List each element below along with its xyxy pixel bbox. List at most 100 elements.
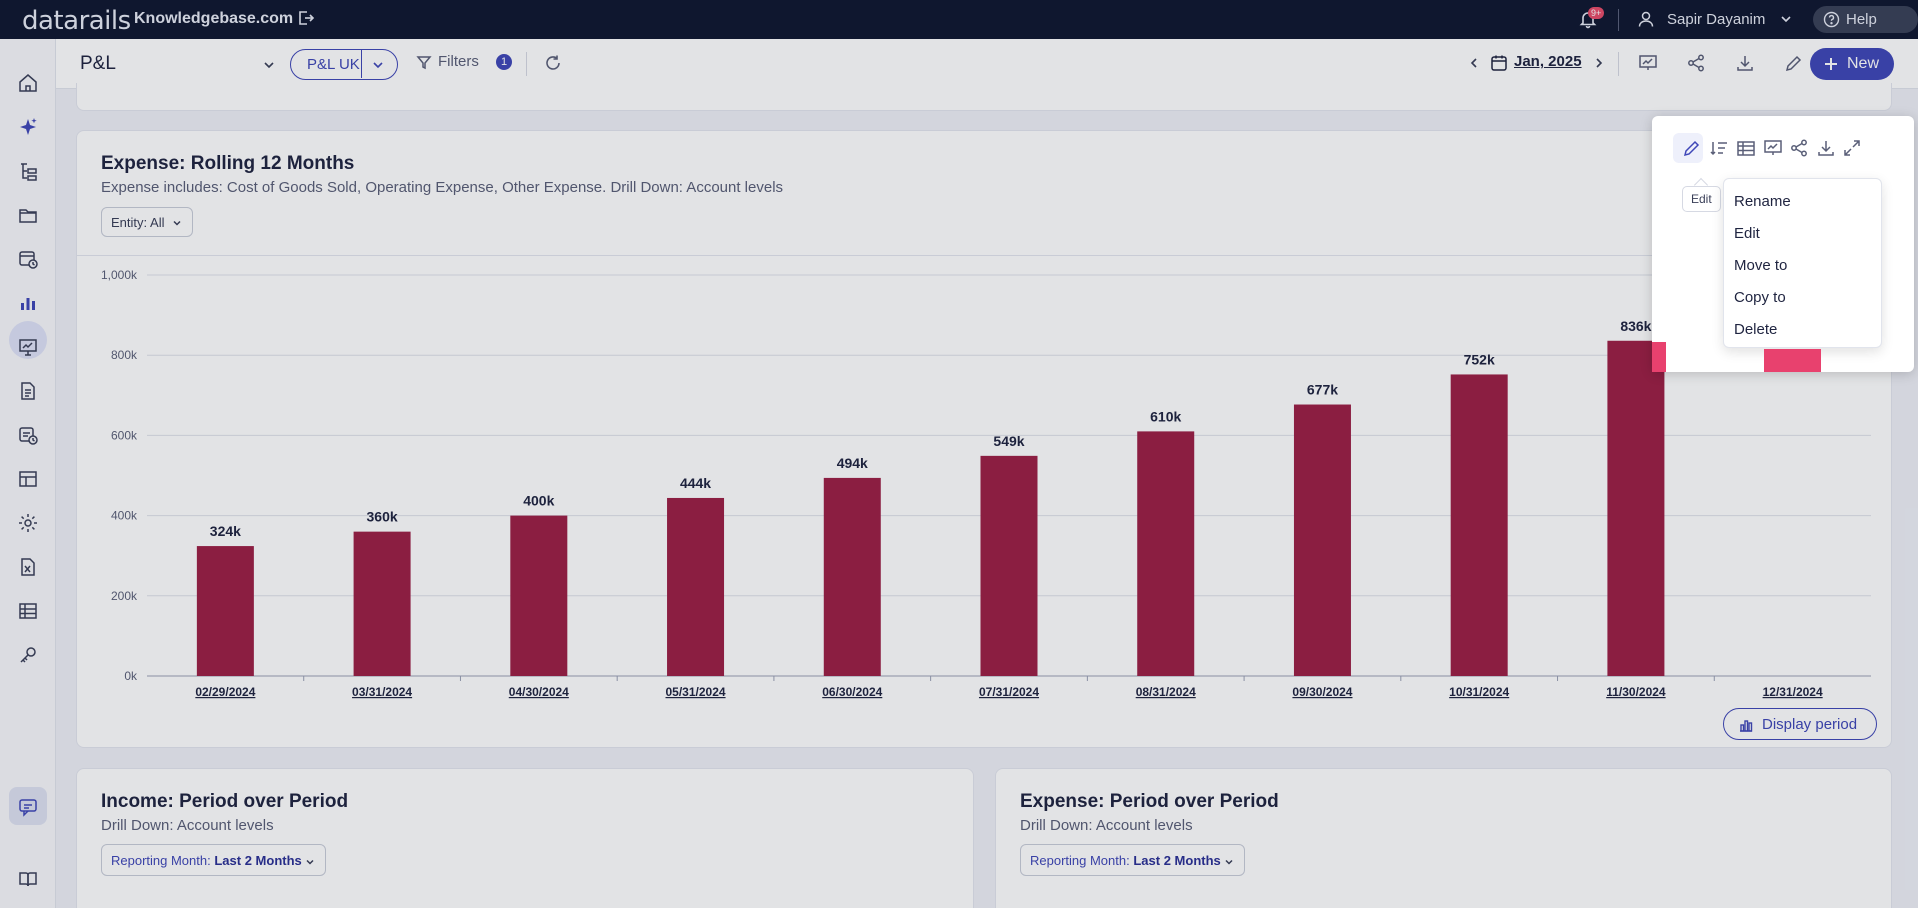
user-icon[interactable] xyxy=(1637,10,1655,28)
excel-file-icon[interactable] xyxy=(17,556,39,578)
sparkle-icon[interactable] xyxy=(17,116,39,138)
pencil-icon[interactable] xyxy=(1784,53,1804,73)
chart-bar[interactable] xyxy=(1137,431,1195,676)
x-tick-label[interactable]: 06/30/2024 xyxy=(822,685,882,699)
datarails-logo[interactable]: datarails xyxy=(22,6,131,36)
expense-period-widget[interactable]: Expense: Period over Period Drill Down: … xyxy=(995,768,1892,908)
chart-bar[interactable] xyxy=(667,497,725,676)
chart-bar[interactable] xyxy=(1607,340,1665,676)
menu-item-rename[interactable]: Rename xyxy=(1734,193,1791,210)
chart-bar[interactable] xyxy=(353,531,411,676)
x-tick-label[interactable]: 10/31/2024 xyxy=(1449,685,1509,699)
x-tick-label[interactable]: 08/31/2024 xyxy=(1136,685,1196,699)
chart-bar[interactable] xyxy=(196,546,254,676)
filters-label: Filters xyxy=(438,53,479,70)
page-title[interactable]: P&L xyxy=(80,53,116,74)
chart-bar[interactable] xyxy=(1293,404,1351,676)
folder-icon[interactable] xyxy=(17,204,39,226)
switch-company-icon[interactable] xyxy=(297,9,315,27)
x-tick-label[interactable]: 05/31/2024 xyxy=(666,685,726,699)
document-icon[interactable] xyxy=(17,380,39,402)
widget-subtitle: Drill Down: Account levels xyxy=(101,817,274,834)
notifications-badge: 9+ xyxy=(1588,7,1605,19)
display-period-button[interactable]: Display period xyxy=(1723,708,1877,740)
pill-divider xyxy=(361,50,362,78)
key-icon[interactable] xyxy=(17,644,39,666)
y-tick-label: 800k xyxy=(111,348,138,362)
x-tick-label[interactable]: 03/31/2024 xyxy=(352,685,412,699)
data-label: 610k xyxy=(1150,408,1181,424)
data-label: 549k xyxy=(993,433,1024,449)
bar-chart-icon[interactable] xyxy=(17,292,39,314)
x-tick-label[interactable]: 02/29/2024 xyxy=(195,685,255,699)
share-icon[interactable] xyxy=(1789,138,1809,158)
user-name[interactable]: Sapir Dayanim xyxy=(1667,11,1766,28)
reporting-month-dropdown[interactable]: Reporting Month: Last 2 Months xyxy=(101,844,326,876)
hierarchy-icon[interactable] xyxy=(17,160,39,182)
reporting-month-value: Last 2 Months xyxy=(214,853,302,868)
table-icon[interactable] xyxy=(1736,138,1756,158)
new-button[interactable]: New xyxy=(1810,48,1894,80)
calendar-clock-icon[interactable] xyxy=(17,248,39,270)
expand-icon[interactable] xyxy=(1842,138,1862,158)
gear-icon[interactable] xyxy=(17,512,39,534)
calendar-icon[interactable] xyxy=(1490,54,1508,72)
download-icon[interactable] xyxy=(1816,138,1836,158)
home-icon[interactable] xyxy=(17,72,39,94)
chart-bar[interactable] xyxy=(1450,374,1508,676)
download-icon[interactable] xyxy=(1735,53,1755,73)
chevron-left-icon[interactable] xyxy=(1468,57,1480,69)
widget-title: Expense: Period over Period xyxy=(1020,791,1279,812)
entity-filter-label: Entity: All xyxy=(111,215,165,230)
sidebar-chat-highlight xyxy=(9,787,47,825)
x-tick-label[interactable]: 07/31/2024 xyxy=(979,685,1039,699)
presentation-icon[interactable] xyxy=(17,336,39,358)
presentation-icon[interactable] xyxy=(1638,53,1658,73)
chart-bar[interactable] xyxy=(823,477,881,676)
new-button-label: New xyxy=(1847,55,1880,72)
reporting-month-dropdown[interactable]: Reporting Month: Last 2 Months xyxy=(1020,844,1245,876)
pencil-icon[interactable] xyxy=(1682,138,1702,158)
chevron-down-icon[interactable] xyxy=(262,58,276,72)
table-icon[interactable] xyxy=(17,600,39,622)
edit-tooltip: Edit xyxy=(1682,186,1721,212)
chart-bar-highlight xyxy=(1764,349,1821,372)
chart-bar[interactable] xyxy=(980,455,1038,676)
menu-item-copy-to[interactable]: Copy to xyxy=(1734,289,1786,306)
scheduled-report-icon[interactable] xyxy=(17,424,39,446)
menu-item-edit[interactable]: Edit xyxy=(1734,225,1760,242)
x-tick-label[interactable]: 09/30/2024 xyxy=(1292,685,1352,699)
dashboard-selector-label: P&L UK xyxy=(307,56,360,73)
data-label: 444k xyxy=(680,475,711,491)
chevron-right-icon[interactable] xyxy=(1593,57,1605,69)
chevron-down-icon[interactable] xyxy=(1780,13,1792,25)
chart-bar[interactable] xyxy=(510,515,568,676)
date-picker[interactable]: Jan, 2025 xyxy=(1514,53,1582,70)
x-tick-label[interactable]: 12/31/2024 xyxy=(1763,685,1823,699)
chart-bar-highlight xyxy=(1652,342,1666,372)
menu-item-delete[interactable]: Delete xyxy=(1734,321,1778,338)
income-period-widget[interactable]: Income: Period over Period Drill Down: A… xyxy=(76,768,974,908)
topbar-divider xyxy=(1618,9,1619,31)
share-icon[interactable] xyxy=(1686,53,1706,73)
help-button[interactable]: Help xyxy=(1813,6,1918,33)
menu-item-move-to[interactable]: Move to xyxy=(1734,257,1788,274)
sort-list-icon[interactable] xyxy=(1709,138,1729,158)
x-tick-label[interactable]: 11/30/2024 xyxy=(1606,685,1666,699)
presentation-icon[interactable] xyxy=(1763,138,1783,158)
widget-subtitle: Drill Down: Account levels xyxy=(1020,817,1193,834)
book-icon[interactable] xyxy=(17,868,39,890)
entity-filter-dropdown[interactable]: Entity: All xyxy=(101,207,193,237)
display-period-label: Display period xyxy=(1762,716,1858,733)
refresh-icon[interactable] xyxy=(544,54,562,72)
company-name: Knowledgebase.com xyxy=(134,10,294,27)
x-tick-label[interactable]: 04/30/2024 xyxy=(509,685,569,699)
layout-icon[interactable] xyxy=(17,468,39,490)
dashboard-selector[interactable]: P&L UK xyxy=(290,49,398,80)
y-tick-label: 200k xyxy=(111,589,138,603)
chat-icon[interactable] xyxy=(17,796,39,818)
expense-rolling-widget[interactable]: Expense: Rolling 12 Months Expense inclu… xyxy=(76,130,1893,748)
filters-count-badge: 1 xyxy=(496,54,512,70)
widget-divider xyxy=(77,255,1893,256)
chevron-down-icon[interactable] xyxy=(371,58,385,72)
